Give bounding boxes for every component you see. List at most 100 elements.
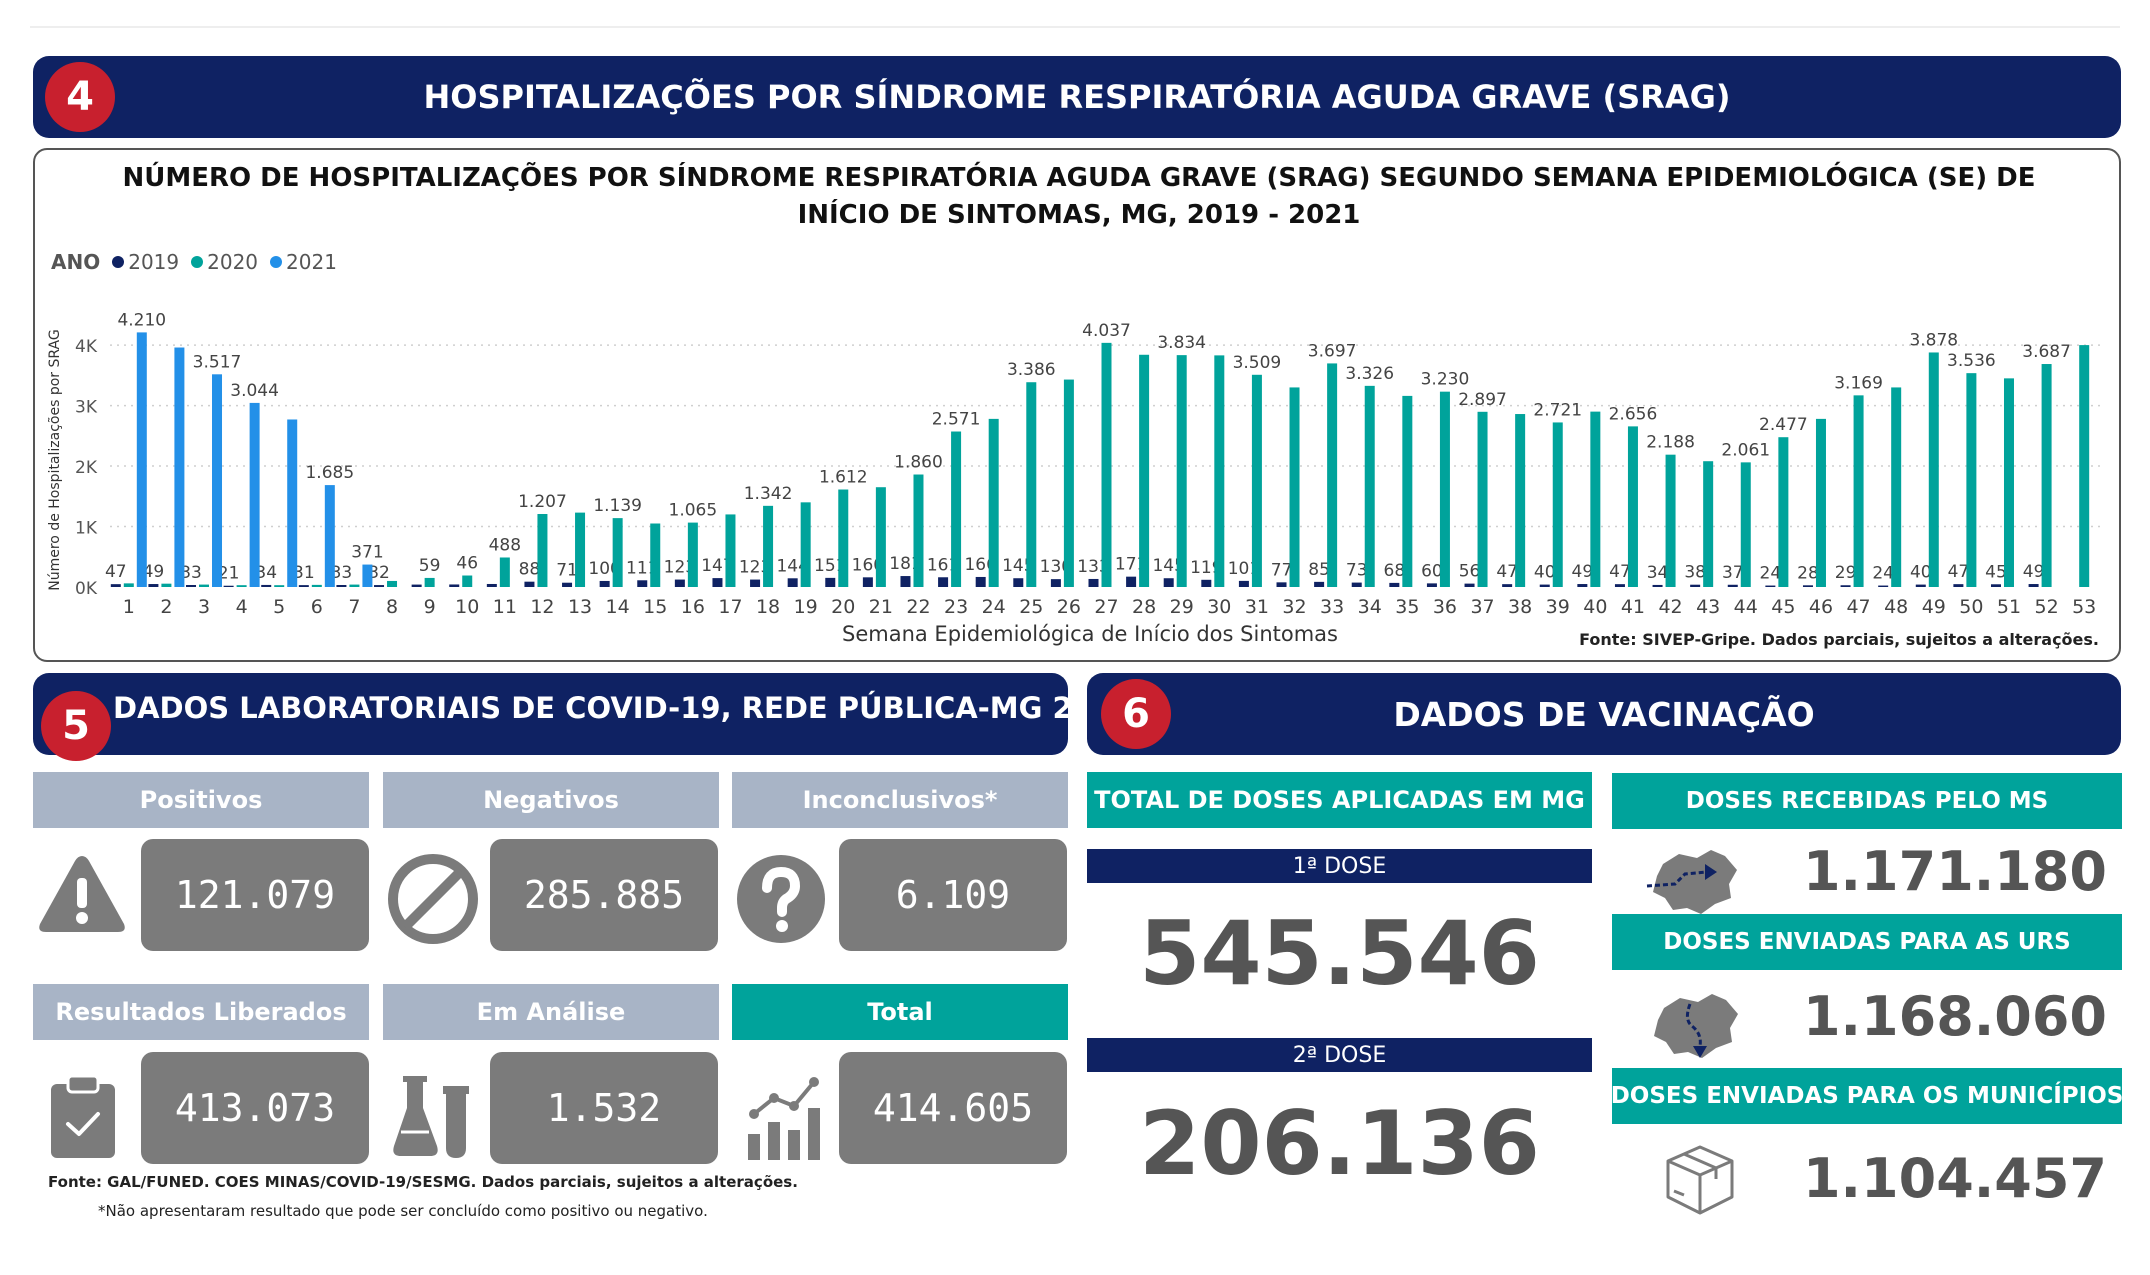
x-tick-label: 31 bbox=[1245, 596, 1269, 618]
x-tick-label: 15 bbox=[643, 596, 667, 618]
section-6-badge: 6 bbox=[1101, 679, 1171, 749]
data-label-2019-se-51: 45 bbox=[1985, 562, 2007, 582]
bar-2020-se-37 bbox=[1477, 411, 1488, 587]
section-4-title: HOSPITALIZAÇÕES POR SÍNDROME RESPIRATÓRI… bbox=[423, 78, 1731, 116]
data-label-2020-se-50: 3.536 bbox=[1947, 351, 1996, 371]
bar-2019-se-9 bbox=[411, 584, 422, 587]
bar-2019-se-11 bbox=[486, 583, 497, 587]
x-tick-label: 32 bbox=[1282, 596, 1306, 618]
bar-2021-se-4 bbox=[249, 402, 260, 587]
x-tick-label: 30 bbox=[1207, 596, 1231, 618]
data-label-2020-se-20: 1.612 bbox=[819, 468, 868, 488]
bar-2020-se-1 bbox=[123, 583, 134, 587]
received-doses-value: 1.171.180 bbox=[1802, 840, 2108, 903]
data-label-2020-se-16: 1.065 bbox=[669, 501, 718, 521]
data-label-2020-se-25: 3.386 bbox=[1007, 360, 1056, 380]
negativos-value: 285.885 bbox=[490, 839, 718, 951]
bar-2020-se-48 bbox=[1891, 387, 1902, 587]
legend-item-2020[interactable]: 2020 bbox=[191, 250, 258, 274]
bar-2019-se-48 bbox=[1878, 585, 1889, 587]
bar-2019-se-39 bbox=[1539, 584, 1550, 587]
y-tick-label: 1K bbox=[75, 519, 98, 539]
data-label-2019-se-39: 40 bbox=[1534, 563, 1556, 583]
bar-2019-se-33 bbox=[1314, 581, 1325, 587]
x-tick-label: 9 bbox=[424, 596, 436, 618]
x-tick-label: 29 bbox=[1170, 596, 1194, 618]
bar-2019-se-40 bbox=[1577, 584, 1588, 587]
data-label-2020-se-27: 4.037 bbox=[1082, 321, 1131, 341]
section-4-badge: 4 bbox=[45, 62, 115, 132]
x-tick-label: 26 bbox=[1057, 596, 1081, 618]
bar-2020-se-32 bbox=[1289, 387, 1300, 587]
bar-2019-se-45 bbox=[1765, 585, 1776, 587]
data-label-2020-se-33: 3.697 bbox=[1308, 341, 1357, 361]
data-label-2019-se-7: 33 bbox=[331, 563, 353, 583]
data-label-2019-se-52: 49 bbox=[2023, 562, 2045, 582]
data-label-2019-se-34: 73 bbox=[1346, 561, 1368, 581]
bar-2019-se-22 bbox=[900, 576, 911, 587]
legend-item-2021[interactable]: 2021 bbox=[270, 250, 337, 274]
sent-urs-value: 1.168.060 bbox=[1802, 985, 2108, 1048]
data-label-2019-se-41: 47 bbox=[1609, 562, 1631, 582]
x-tick-label: 12 bbox=[530, 596, 554, 618]
bar-2019-se-17 bbox=[712, 578, 723, 587]
bar-2019-se-16 bbox=[674, 579, 685, 587]
x-tick-label: 7 bbox=[348, 596, 360, 618]
data-label-2020-se-11: 488 bbox=[489, 535, 521, 555]
x-tick-label: 52 bbox=[2035, 596, 2059, 618]
data-label-2019-se-49: 40 bbox=[1910, 563, 1932, 583]
x-tick-label: 45 bbox=[1771, 596, 1795, 618]
x-tick-label: 28 bbox=[1132, 596, 1156, 618]
x-tick-label: 27 bbox=[1094, 596, 1118, 618]
legend-label-2021: 2021 bbox=[286, 250, 337, 274]
bar-2020-se-40 bbox=[1590, 411, 1601, 587]
bar-2020-se-15 bbox=[650, 523, 661, 587]
bar-2020-se-45 bbox=[1778, 437, 1789, 587]
srag-chart-panel: 0K 1K 2K 3K 4K Número de Hospitalizações por … bbox=[33, 148, 2121, 662]
bar-2019-se-23 bbox=[938, 577, 949, 587]
bar-2019-se-46 bbox=[1802, 585, 1813, 587]
x-tick-label: 8 bbox=[386, 596, 398, 618]
x-tick-label: 10 bbox=[455, 596, 479, 618]
total-header: Total bbox=[732, 984, 1068, 1040]
legend-item-2019[interactable]: 2019 bbox=[112, 250, 179, 274]
data-label-2019-se-42: 34 bbox=[1647, 563, 1669, 583]
data-label-2019-se-13: 71 bbox=[556, 561, 578, 581]
bar-2020-se-8 bbox=[387, 580, 398, 587]
data-label-2019-se-12: 88 bbox=[519, 560, 541, 580]
legend-dot-2019 bbox=[112, 256, 125, 268]
data-label-2020-se-22: 1.860 bbox=[894, 453, 943, 473]
x-tick-label: 14 bbox=[606, 596, 630, 618]
data-label-2020-se-47: 3.169 bbox=[1834, 373, 1883, 393]
data-label-2019-se-6: 31 bbox=[293, 563, 315, 583]
positivos-header: Positivos bbox=[33, 772, 369, 828]
data-label-2021-se-6: 1.685 bbox=[305, 463, 354, 483]
bar-2019-se-38 bbox=[1502, 584, 1513, 587]
data-label-2020-se-44: 2.061 bbox=[1721, 440, 1770, 460]
bar-2020-se-11 bbox=[499, 557, 510, 587]
bar-2019-se-32 bbox=[1276, 582, 1287, 587]
data-label-2020-se-9: 59 bbox=[419, 556, 441, 576]
bar-2019-se-31 bbox=[1238, 580, 1249, 587]
bar-2019-se-4 bbox=[223, 585, 234, 587]
legend-label-2019: 2019 bbox=[128, 250, 180, 274]
bar-2020-se-17 bbox=[725, 514, 736, 587]
y-axis-label: Número de Hospitalizações por SRAG bbox=[47, 329, 63, 590]
bar-2020-se-39 bbox=[1552, 422, 1563, 587]
x-tick-label: 11 bbox=[493, 596, 517, 618]
bar-2021-se-2 bbox=[174, 347, 185, 587]
data-label-2019-se-33: 85 bbox=[1308, 560, 1330, 580]
bar-2020-se-3 bbox=[199, 584, 210, 587]
bar-2020-se-9 bbox=[424, 577, 435, 587]
x-tick-label: 53 bbox=[2072, 596, 2096, 618]
x-tick-label: 46 bbox=[1809, 596, 1833, 618]
total-doses-header: TOTAL DE DOSES APLICADAS EM MG bbox=[1087, 772, 1592, 828]
x-tick-label: 2 bbox=[160, 596, 172, 618]
data-label-2019-se-3: 33 bbox=[180, 563, 202, 583]
chart-legend: ANO 2019 2020 2021 bbox=[51, 250, 349, 274]
bar-2020-se-41 bbox=[1627, 426, 1638, 587]
data-label-2020-se-31: 3.509 bbox=[1233, 353, 1282, 373]
x-tick-label: 50 bbox=[1959, 596, 1983, 618]
bar-2020-se-52 bbox=[2041, 364, 2052, 587]
bar-2020-se-43 bbox=[1703, 461, 1714, 587]
